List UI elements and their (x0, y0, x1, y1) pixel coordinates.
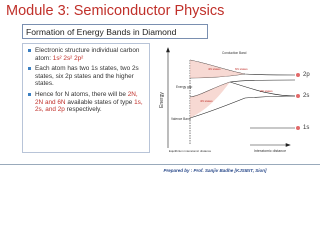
bullet: Each atom has two 1s states, two 2s stat… (28, 65, 146, 88)
text-run: Each atom has two 1s states, two 2s stat… (35, 65, 139, 88)
text-run: 1s, 2s, and 2p (35, 98, 143, 114)
label: 2N states (260, 89, 273, 93)
conduction-band (190, 60, 245, 78)
band-edge (189, 95, 296, 119)
level-dot (296, 126, 300, 130)
level-dot (296, 94, 300, 98)
level-label: 2s (303, 93, 309, 99)
slide-subtitle: Formation of Energy Bands in Diamond (22, 24, 208, 39)
level-label: 2p (303, 72, 310, 78)
bullet: Electronic structure individual carbon a… (28, 47, 146, 62)
text-box: Electronic structure individual carbon a… (22, 43, 150, 153)
arrow (285, 143, 291, 147)
axis-label: Energy (159, 92, 165, 108)
label: Equilibrium interatomic distance (169, 149, 212, 153)
level-dot (296, 73, 300, 77)
text-run: Hence for N atoms, there will be (35, 90, 128, 98)
axis-label: Interatomic distance (254, 149, 286, 153)
text-run: 2N, 2N and 6N (35, 90, 138, 106)
label: 4N states (200, 99, 213, 103)
text-run: 1s² 2s² 2p² (52, 54, 84, 62)
slide-title: Module 3: Semiconductor Physics (6, 3, 225, 19)
band-diagram: Energy Interatomic distance Equilibrium … (159, 47, 310, 153)
bullet: Hence for N atoms, there will be 2N, 2N … (28, 90, 146, 114)
valence-band (190, 82, 230, 118)
label: Valence Band (171, 117, 191, 121)
slide: Module 3: Semiconductor Physics Formatio… (0, 3, 320, 173)
label: Conduction Band (222, 51, 247, 55)
arrow (166, 47, 170, 53)
label: 4N states (208, 67, 221, 71)
footer: Prepared by : Prof. Sanjiv Badhe [KJSIEI… (0, 164, 320, 173)
label: 6N states (235, 67, 248, 71)
text-run: respectively. (64, 106, 102, 114)
level-label: 1s (303, 125, 309, 131)
text-run: Electronic structure individual carbon a… (35, 47, 140, 62)
text-run: available states of type (65, 98, 135, 106)
label: Energy gap (176, 85, 193, 89)
bullet-list: Electronic structure individual carbon a… (27, 47, 146, 114)
